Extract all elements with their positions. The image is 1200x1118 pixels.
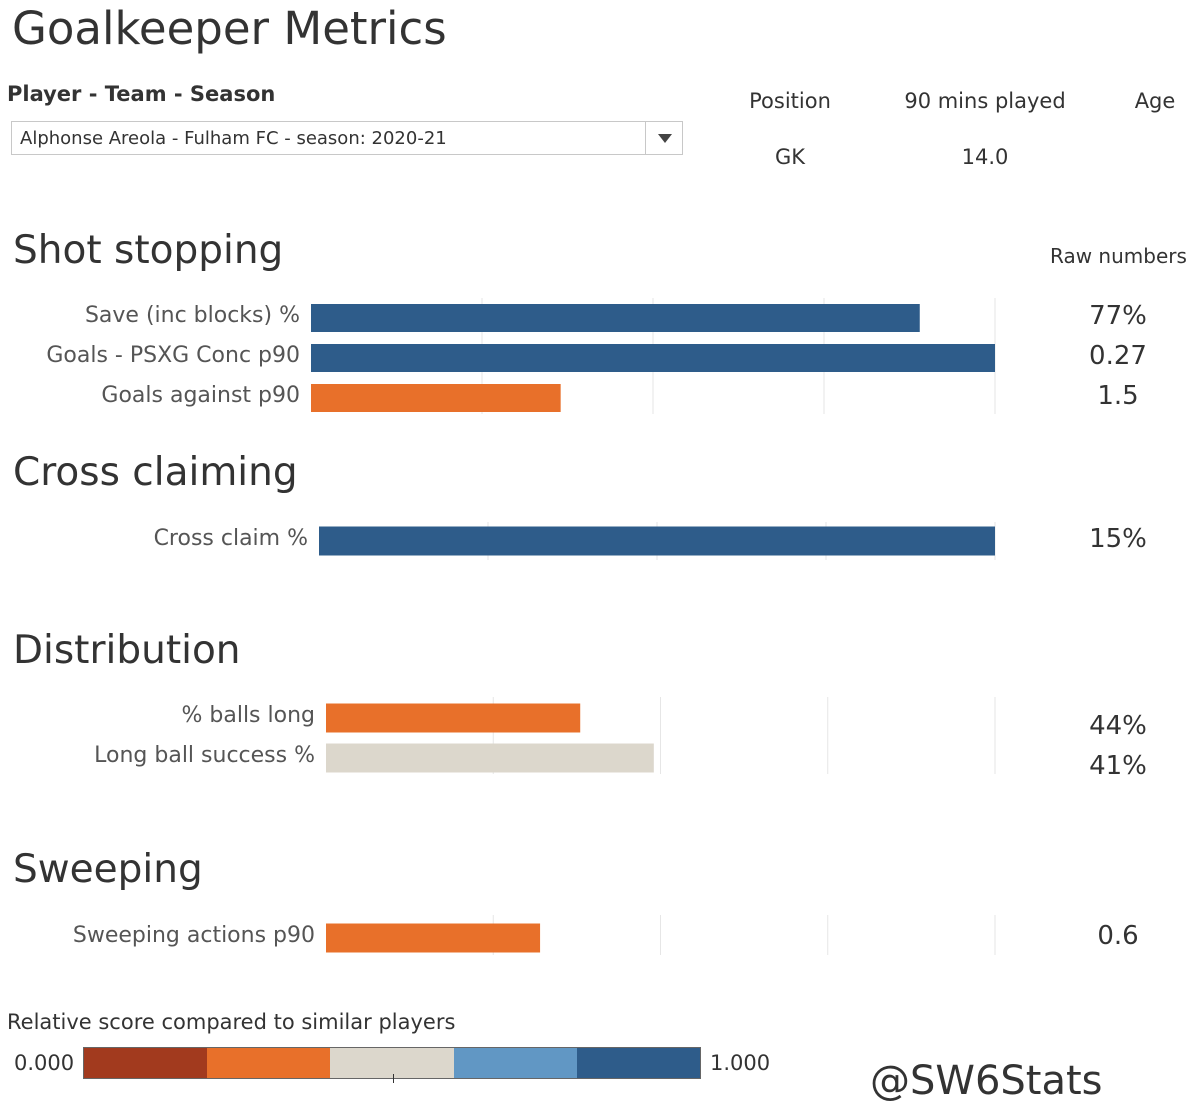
category-label-1-0: Cross claim % [153,526,308,551]
raw-value-1-0: 15% [1089,524,1147,554]
bar-0-2[interactable] [311,384,561,412]
position-value: GK [774,145,806,169]
player-select[interactable]: Alphonse Areola - Fulham FC - season: 20… [11,121,683,155]
raw-value-0-1: 0.27 [1089,341,1147,371]
legend-min-label: 0.000 [14,1051,75,1075]
color-scale-legend [83,1047,701,1079]
section-title-sweeping: Sweeping [13,847,203,892]
bar-0-1[interactable] [311,344,995,372]
filter-label: Player - Team - Season [7,82,276,106]
raw-value-0-0: 77% [1089,301,1147,331]
mins-played-label: 90 mins played [904,89,1066,113]
mins-played-value: 14.0 [961,145,1009,169]
legend-max-label: 1.000 [710,1051,771,1075]
category-label-2-0: % balls long [181,703,315,728]
bar-2-0[interactable] [326,703,581,733]
category-label-2-1: Long ball success % [94,743,315,768]
raw-value-2-0: 44% [1089,711,1147,741]
legend-swatch-2 [207,1048,331,1078]
raw-value-3-0: 0.6 [1097,921,1139,951]
section-title-cross-claiming: Cross claiming [13,450,298,495]
age-label: Age [1134,89,1176,113]
category-label-0-0: Save (inc blocks) % [84,303,300,328]
legend-title: Relative score compared to similar playe… [7,1010,456,1034]
category-label-0-1: Goals - PSXG Conc p90 [46,343,300,368]
bar-1-0[interactable] [319,526,995,556]
dropdown-divider [645,122,646,154]
bar-3-0[interactable] [326,923,541,953]
bar-2-1[interactable] [326,743,654,773]
chevron-down-icon[interactable] [658,134,672,143]
bar-0-0[interactable] [311,304,920,332]
section-title-shot-stopping: Shot stopping [13,228,284,273]
category-label-0-2: Goals against p90 [101,383,300,408]
page-title: Goalkeeper Metrics [12,2,447,55]
position-label: Position [749,89,831,113]
raw-numbers-header: Raw numbers [1050,244,1187,268]
legend-swatch-5 [576,1048,701,1078]
raw-value-0-2: 1.5 [1097,381,1139,411]
player-select-value: Alphonse Areola - Fulham FC - season: 20… [20,128,447,149]
legend-swatch-4 [453,1048,577,1078]
legend-swatch-3 [330,1048,454,1078]
legend-tick [393,1074,394,1083]
category-label-3-0: Sweeping actions p90 [72,923,315,948]
raw-value-2-1: 41% [1089,751,1147,781]
legend-swatch-1 [84,1048,208,1078]
watermark: @SW6Stats [870,1058,1103,1104]
section-title-distribution: Distribution [13,628,241,673]
